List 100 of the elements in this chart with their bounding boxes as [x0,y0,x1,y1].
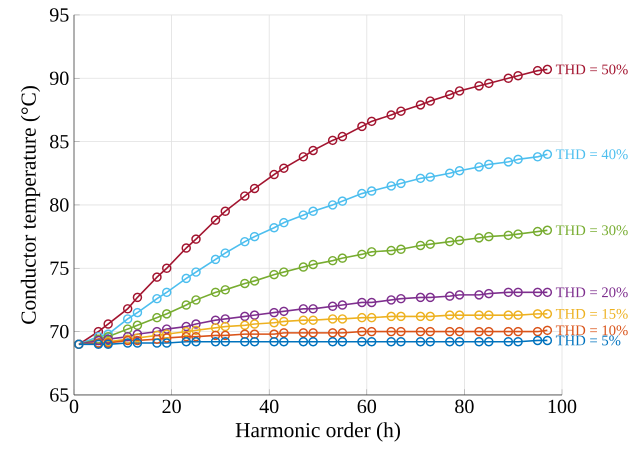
point [542,150,552,160]
point [366,116,376,126]
point [532,336,542,346]
point [445,326,454,336]
point [328,302,338,312]
point [132,320,142,330]
point [542,226,552,236]
point [298,210,308,220]
point [426,240,435,249]
series-label: THD = 10% [556,325,628,336]
point [269,329,279,339]
point [454,337,464,347]
point [162,324,172,334]
point [220,206,230,216]
point [513,310,523,320]
y-tick-label: 75 [50,262,69,275]
point [122,324,132,334]
point [357,298,367,308]
x-tick-label: 0 [70,400,78,414]
point [542,309,552,319]
point [474,233,484,243]
y-tick-label: 65 [50,388,69,402]
point [162,288,172,298]
x-tick-label: 100 [548,400,576,414]
point [308,304,318,314]
point [532,66,542,76]
point [445,310,454,320]
point [132,292,142,302]
point [445,90,454,100]
point [338,253,348,263]
point [532,152,542,162]
point [103,329,113,339]
point [220,285,230,295]
point [298,328,308,338]
series-label: THD = 20% [556,287,628,298]
point [269,337,279,347]
point [152,338,162,348]
point [122,314,132,324]
point [132,308,142,318]
point [328,200,338,210]
point [338,314,348,324]
point [474,162,484,172]
point [338,328,348,338]
point [338,300,348,310]
point [269,308,279,318]
point [328,337,338,347]
point [182,337,191,347]
y-tick-label: 80 [50,198,69,212]
point [386,246,396,256]
point [532,226,542,236]
point [474,337,484,347]
series-label: THD = 15% [556,308,628,319]
point [504,157,514,167]
point [191,326,201,336]
point [94,332,104,342]
point [532,326,542,336]
point [210,316,220,325]
point [220,248,230,258]
point [122,304,132,314]
series-label: THD = 50% [556,64,628,74]
point [191,234,201,244]
point [474,290,484,300]
point [454,86,464,96]
point [240,329,250,339]
point [338,132,348,142]
point [240,337,250,347]
point [513,288,523,298]
point [152,330,162,340]
point [484,160,494,170]
point [474,310,484,320]
point [454,236,464,246]
point [152,312,162,322]
point [279,328,289,338]
point [94,326,104,336]
point [426,96,435,106]
point [357,326,367,336]
point [445,337,454,347]
point [328,328,338,338]
point [308,328,318,338]
point [103,319,113,329]
point [484,337,494,347]
point [396,326,406,336]
point [182,322,191,332]
point [396,312,406,322]
point [357,122,367,132]
x-tick-label: 60 [358,400,376,414]
y-tick-label: 95 [50,8,69,22]
point [426,326,435,336]
point [366,326,376,336]
point [504,326,514,336]
point [122,332,132,342]
point [152,294,162,304]
point [357,312,367,322]
point [250,329,260,339]
point [269,170,279,180]
point [542,64,552,74]
point [513,229,523,239]
point [484,232,494,242]
point [396,106,406,116]
point [445,291,454,301]
